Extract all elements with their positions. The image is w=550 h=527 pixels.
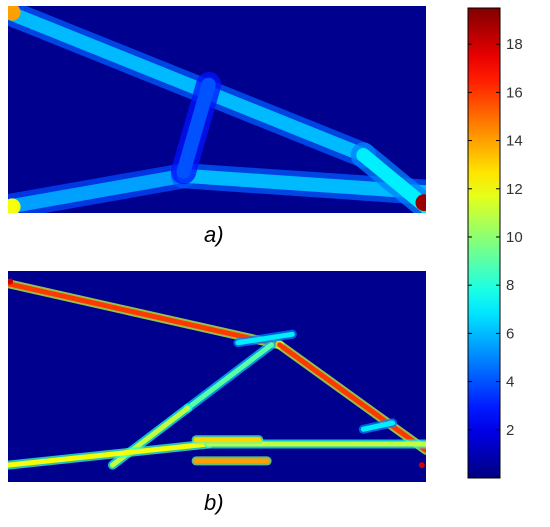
member-stroke [8, 441, 212, 468]
member-stroke [235, 331, 295, 346]
colorbar-tick-label: 16 [506, 84, 523, 101]
heatmap-panel-b [8, 271, 426, 482]
member-stroke [356, 148, 426, 213]
member-stroke [360, 420, 396, 432]
hotspot [8, 278, 14, 285]
member-stroke [8, 6, 371, 163]
colorbar: 2 4 6 8 10 12 14 16 18 [467, 7, 523, 479]
hotspot [418, 462, 425, 469]
panel-label-b: b) [204, 490, 224, 515]
colorbar-tick-label: 18 [506, 36, 523, 53]
heatmap-a-plot [8, 6, 426, 213]
hotspot [8, 198, 21, 213]
colorbar-tick-label: 6 [506, 325, 514, 342]
colorbar-tick-label: 8 [506, 277, 514, 294]
colorbar-tick-label: 12 [506, 181, 523, 198]
member-stroke [185, 342, 274, 411]
member-stroke [176, 77, 216, 179]
heatmap-panel-a [8, 6, 426, 213]
panel-label-a: a) [204, 222, 224, 247]
member-stroke [8, 168, 191, 213]
colorbar-tick-label: 2 [506, 422, 514, 439]
member-stroke [8, 281, 283, 348]
colorbar-tick-label: 10 [506, 229, 523, 246]
member-stroke [277, 342, 426, 453]
colorbar-tick-label: 14 [506, 133, 523, 150]
heatmap-b-plot [8, 278, 426, 470]
colorbar-gradient [467, 7, 501, 479]
colorbar-tick-label: 4 [506, 374, 514, 391]
hotspot [415, 194, 426, 212]
hotspot [8, 6, 21, 21]
